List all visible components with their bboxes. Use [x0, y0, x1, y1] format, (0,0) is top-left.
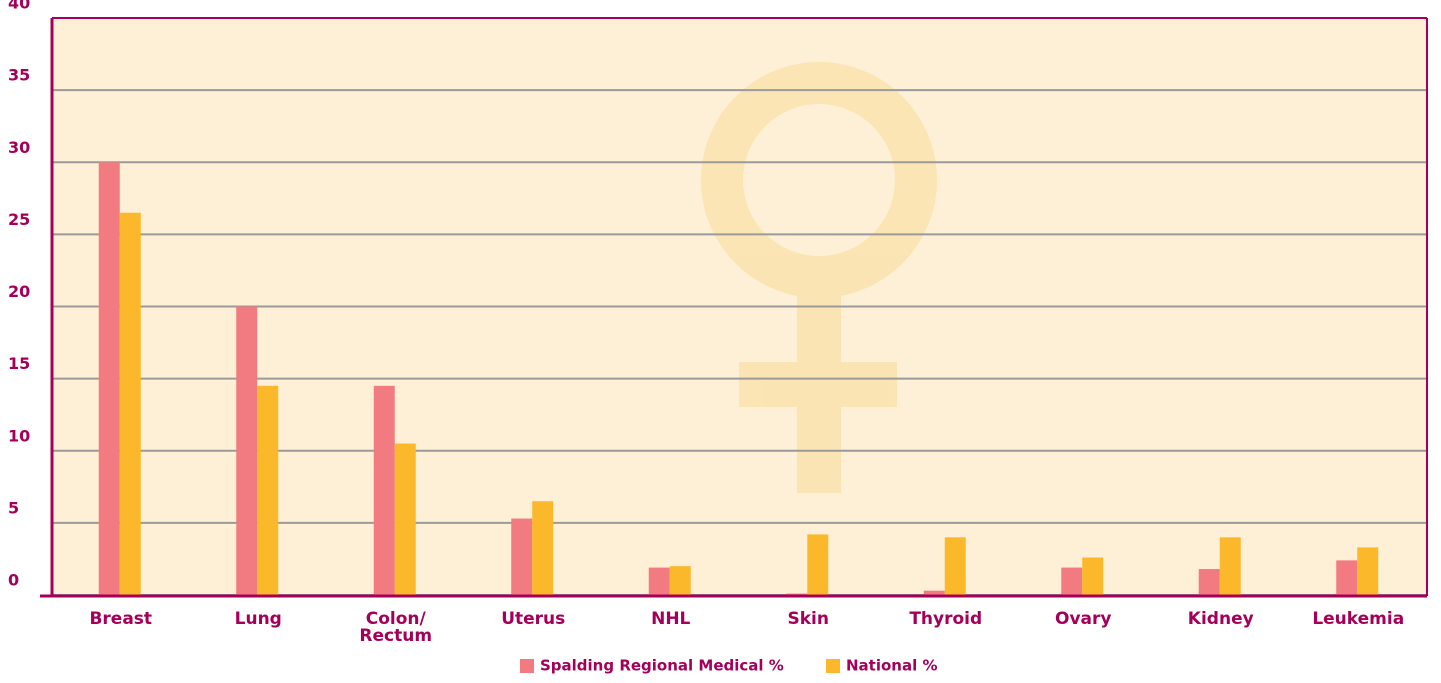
bar — [98, 162, 120, 595]
y-tick-label: 10 — [8, 426, 30, 445]
y-tick-label: 0 — [8, 571, 19, 590]
bar — [1336, 560, 1358, 595]
legend-swatch — [826, 659, 840, 673]
x-tick-label: Colon/Rectum — [359, 609, 432, 646]
y-tick-label: 40 — [8, 0, 30, 13]
bar — [1082, 557, 1104, 595]
bar — [1061, 567, 1083, 595]
bar — [532, 501, 554, 595]
bar — [786, 593, 808, 595]
bar — [511, 518, 533, 595]
bar — [923, 590, 945, 595]
x-tick-label: Ovary — [1055, 609, 1111, 629]
bar — [944, 537, 966, 595]
legend-label: National % — [846, 657, 938, 675]
y-tick-label: 35 — [8, 66, 30, 85]
x-tick-label: Lung — [235, 609, 282, 629]
bar — [236, 306, 258, 595]
x-tick-label: Leukemia — [1312, 609, 1404, 629]
bar — [807, 534, 829, 595]
x-tick-label: Skin — [788, 609, 829, 629]
x-tick-label: Uterus — [501, 609, 565, 629]
bar — [394, 443, 416, 595]
bar — [669, 566, 691, 595]
y-tick-label: 15 — [8, 354, 30, 373]
x-tick-label: Thyroid — [909, 609, 982, 629]
legend-swatch — [520, 659, 534, 673]
bar — [1219, 537, 1241, 595]
bar — [119, 212, 141, 596]
x-tick-label: NHL — [651, 609, 690, 629]
y-tick-label: 5 — [8, 498, 19, 517]
legend-label: Spalding Regional Medical % — [540, 657, 784, 675]
bar — [257, 385, 279, 595]
y-tick-label: 20 — [8, 282, 30, 301]
bar — [648, 567, 670, 595]
y-tick-label: 30 — [8, 138, 30, 157]
bar — [1357, 547, 1379, 595]
bar — [373, 385, 395, 595]
female-symbol-watermark — [701, 62, 937, 493]
y-tick-label: 25 — [8, 210, 30, 229]
x-tick-label: Kidney — [1188, 609, 1254, 629]
x-tick-label: Breast — [89, 609, 152, 629]
bar — [1198, 569, 1220, 595]
